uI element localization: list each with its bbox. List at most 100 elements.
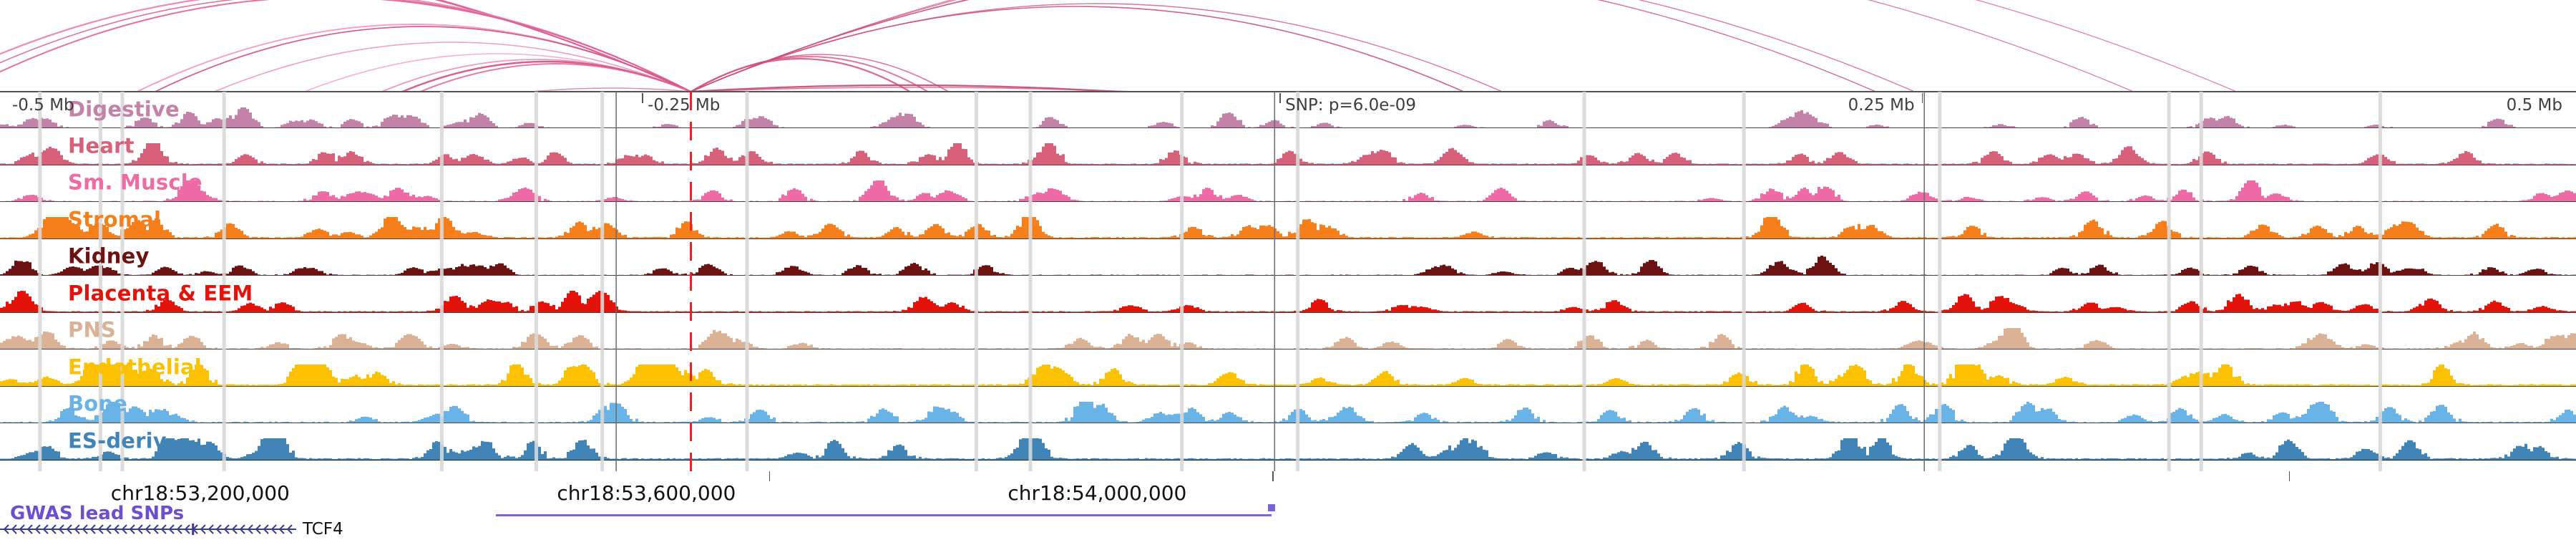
axis-tick-label: 0.5 Mb	[2506, 96, 2562, 115]
gene-strand-arrow-icon	[105, 524, 112, 534]
loop-arc	[420, 63, 691, 92]
axis-tick-mark	[1921, 93, 1923, 103]
signal-track-stromal: Stromal	[0, 201, 2576, 239]
gene-strand-arrow-icon	[3, 524, 9, 534]
coordinate-label: chr18:53,600,000	[557, 481, 736, 505]
signal-track-es-deriv: ES-deriv	[0, 423, 2576, 461]
signal-track-placenta-eem: Placenta & EEM	[0, 275, 2576, 313]
loop-arcs-svg	[0, 0, 2237, 92]
signal-histogram	[0, 255, 2576, 276]
loop-arc	[155, 26, 691, 92]
signal-track-digestive: Digestive	[0, 90, 2576, 129]
gene-strand-arrow-icon	[215, 524, 222, 534]
gene-strand-arrow-icon	[89, 524, 96, 534]
loop-arc	[691, 54, 949, 92]
signal-histogram	[0, 180, 2576, 202]
track-signal-plot	[0, 291, 2576, 312]
loop-arc	[0, 0, 691, 92]
gene-strand-arrow-icon	[50, 524, 57, 534]
gene-strand-arrow-icon	[58, 524, 64, 534]
gene-strand-arrow-icon	[286, 524, 293, 534]
axis-tick-label: -0.25 Mb	[648, 96, 721, 115]
loop-arc	[691, 6, 1464, 92]
gwas-lead-snps-line	[496, 514, 1272, 516]
gene-strand-arrow-icon	[74, 524, 80, 534]
signal-track-bone: Bone	[0, 385, 2576, 424]
gene-strand-arrow-icon	[263, 524, 269, 534]
signal-tracks-panel: Digestive Heart Sm. Muscle Stromal Kidney Pla…	[0, 90, 2576, 471]
track-signal-plot	[0, 438, 2576, 460]
signal-histogram	[0, 107, 2576, 128]
signal-histogram	[0, 401, 2576, 423]
gene-strand-arrow-icon	[270, 524, 277, 534]
axis-tick-label: SNP: p=6.0e-09	[1285, 96, 1417, 115]
signal-histogram	[0, 143, 2576, 165]
track-signal-plot	[0, 107, 2576, 128]
gene-strand-arrow-icon	[200, 524, 206, 534]
loop-arc	[691, 0, 2134, 92]
signal-track-sm-muscle: Sm. Muscle	[0, 164, 2576, 203]
chromatin-loop-arc-panel	[0, 0, 2576, 92]
coordinate-tick	[1272, 471, 1274, 481]
axis-tick-label: -0.5 Mb	[12, 96, 74, 115]
signal-track-kidney: Kidney	[0, 238, 2576, 276]
gene-strand-arrow-icon	[208, 524, 214, 534]
gene-strand-arrow-icon	[66, 524, 72, 534]
gene-strand-arrow-icon	[113, 524, 119, 534]
gene-strand-arrow-icon	[145, 524, 151, 534]
gene-strand-arrow-icon	[11, 524, 17, 534]
track-signal-plot	[0, 365, 2576, 386]
gene-strand-arrow-icon	[152, 524, 159, 534]
gene-name-label: TCF4	[303, 520, 343, 539]
signal-histogram	[0, 365, 2576, 386]
loop-arc	[691, 3, 1503, 92]
coordinate-and-gene-panel: GWAS lead SNPs TCF4 chr18:53,200,000 chr1…	[0, 471, 2576, 539]
signal-track-heart: Heart	[0, 127, 2576, 165]
axis-tick-mark	[1279, 93, 1281, 103]
gwas-lead-snp-marker[interactable]	[1267, 504, 1275, 511]
axis-tick-mark	[642, 93, 643, 103]
track-signal-plot	[0, 327, 2576, 349]
track-signal-plot	[0, 255, 2576, 276]
coordinate-label: chr18:53,200,000	[110, 481, 290, 505]
signal-histogram	[0, 291, 2576, 312]
coordinate-tick	[769, 471, 771, 481]
gene-strand-arrow-icon	[160, 524, 167, 534]
gene-strand-arrow-icon	[26, 524, 33, 534]
loop-arc	[531, 87, 691, 92]
gene-exon	[192, 524, 195, 535]
gene-strand-arrow-icon	[223, 524, 230, 534]
gene-strand-arrow-icon	[278, 524, 285, 534]
gene-strand-arrow-icon	[82, 524, 88, 534]
loop-arc	[691, 0, 1915, 92]
gene-body-svg	[0, 524, 296, 535]
loop-arc	[691, 0, 1876, 92]
gene-strand-arrow-icon	[97, 524, 104, 534]
gene-track-row	[0, 521, 2576, 537]
axis-tick-label: 0.25 Mb	[1848, 96, 1915, 115]
gene-strand-arrow-icon	[255, 524, 261, 534]
gene-strand-arrow-icon	[231, 524, 238, 534]
gene-strand-arrow-icon	[184, 524, 190, 534]
gene-strand-arrow-icon	[168, 524, 175, 534]
signal-track-endothelial: Endothelial	[0, 349, 2576, 387]
loop-arc	[691, 0, 2237, 92]
signal-histogram	[0, 327, 2576, 349]
gwas-lead-snps-label: GWAS lead SNPs	[10, 503, 185, 524]
coordinate-label: chr18:54,000,000	[1008, 481, 1187, 505]
gene-strand-arrow-icon	[176, 524, 182, 534]
gene-strand-arrow-icon	[34, 524, 41, 534]
gene-strand-arrow-icon	[239, 524, 245, 534]
gene-strand-arrow-icon	[121, 524, 127, 534]
gene-strand-arrow-icon	[129, 524, 135, 534]
gene-strand-arrow-icon	[42, 524, 49, 534]
loop-arc	[214, 42, 691, 92]
signal-histogram	[0, 217, 2576, 238]
loop-arc	[691, 87, 1134, 92]
gene-strand-arrow-icon	[247, 524, 253, 534]
signal-track-pns: PNS	[0, 312, 2576, 350]
signal-histogram	[0, 438, 2576, 460]
track-signal-plot	[0, 143, 2576, 165]
gene-strand-arrow-icon	[19, 524, 25, 534]
